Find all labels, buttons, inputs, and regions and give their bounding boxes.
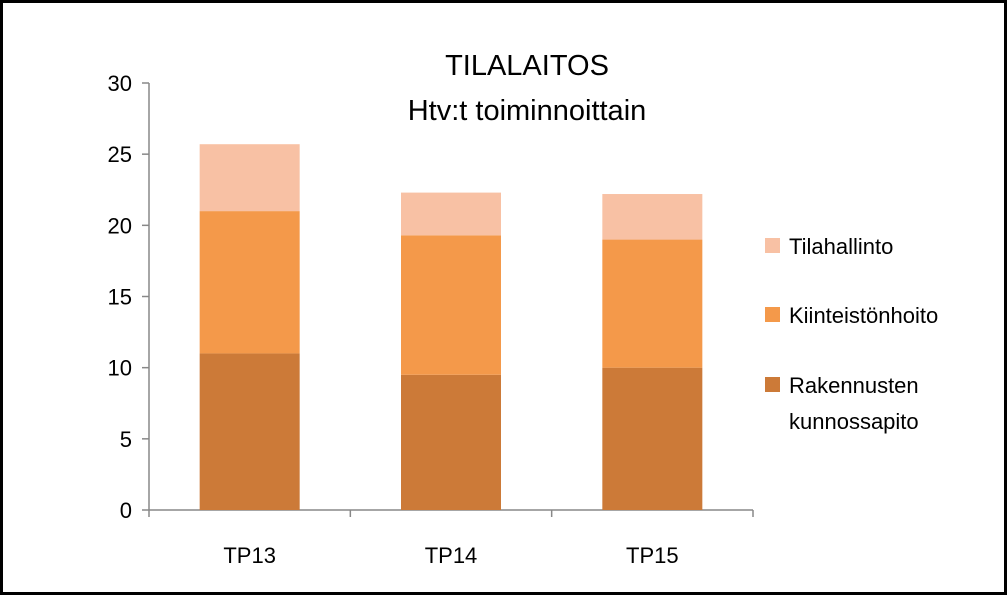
y-tick-label: 5 [120, 427, 132, 452]
legend: Tilahallinto Kiinteistönhoito Rakennusten k… [765, 234, 938, 434]
bar-segment [401, 235, 501, 375]
y-tick-label: 25 [108, 142, 132, 167]
y-tick-label: 0 [120, 498, 132, 523]
bar-segment [602, 239, 703, 368]
chart-title: TILALAITOS [445, 50, 609, 82]
bar-segment [199, 144, 300, 212]
y-tick-label: 20 [108, 213, 132, 238]
legend-swatch [765, 377, 780, 392]
bar-segment [199, 353, 300, 510]
x-tick-label: TP13 [223, 543, 276, 568]
bar-segment [199, 211, 300, 354]
legend-label: Tilahallinto [789, 234, 893, 259]
chart-subtitle: Htv:t toiminnoittain [408, 95, 647, 127]
x-tick-label: TP14 [425, 543, 478, 568]
bar-segment [602, 367, 703, 510]
x-axis: TP13 TP14 TP15 [148, 509, 754, 568]
legend-swatch [765, 238, 780, 253]
bar-segment [401, 374, 501, 510]
bar-segment [602, 194, 703, 240]
legend-label: Rakennusten [789, 373, 919, 398]
y-tick-label: 15 [108, 285, 132, 310]
x-tick-label: TP15 [626, 543, 679, 568]
y-tick-label: 10 [108, 356, 132, 381]
legend-label: kunnossapito [789, 409, 919, 434]
bar-segment [401, 192, 501, 236]
legend-label: Kiinteistönhoito [789, 303, 938, 328]
bars [199, 144, 703, 510]
legend-swatch [765, 307, 780, 322]
y-axis: 0 5 10 15 20 25 30 [108, 71, 150, 523]
stacked-bar-chart: TILALAITOS Htv:t toiminnoittain 0 5 10 15 20… [108, 50, 939, 568]
y-tick-label: 30 [108, 71, 132, 96]
